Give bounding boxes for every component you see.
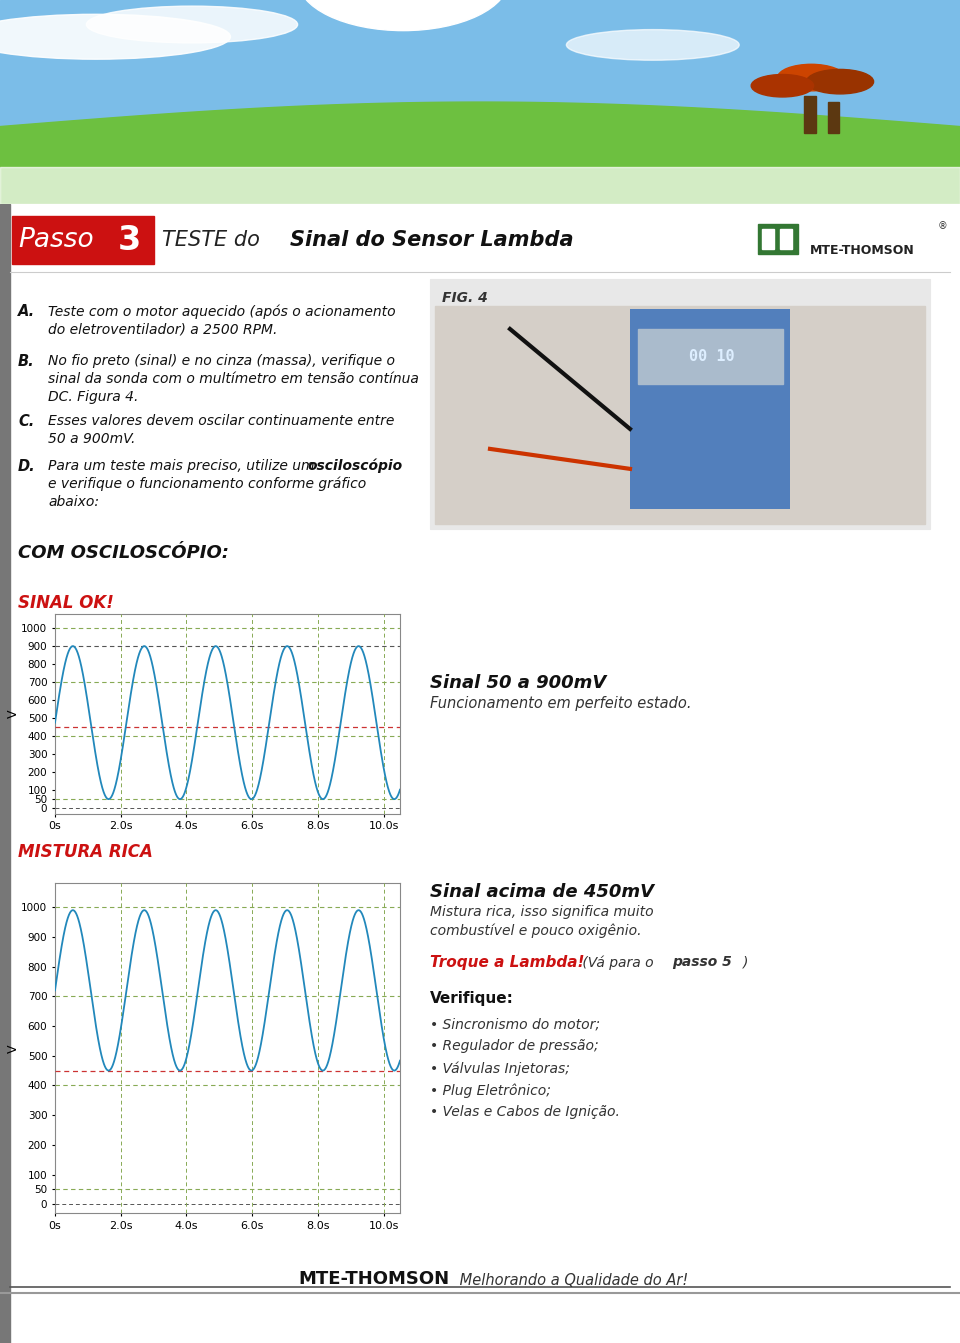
Ellipse shape (298, 0, 509, 31)
Text: e verifique o funcionamento conforme gráfico: e verifique o funcionamento conforme grá… (48, 477, 367, 492)
Bar (762, 230, 774, 248)
Text: • Plug Eletrônico;: • Plug Eletrônico; (430, 1084, 551, 1097)
Text: • Velas e Cabos de Ignição.: • Velas e Cabos de Ignição. (430, 1105, 620, 1119)
Bar (638, 329, 783, 384)
Text: 50 a 900mV.: 50 a 900mV. (48, 432, 135, 446)
Text: SINAL OK!: SINAL OK! (18, 594, 114, 612)
Text: do eletroventilador) a 2500 RPM.: do eletroventilador) a 2500 RPM. (48, 322, 277, 336)
Text: TESTE do: TESTE do (162, 230, 267, 250)
Ellipse shape (806, 70, 874, 94)
Text: • Regulador de pressão;: • Regulador de pressão; (430, 1039, 599, 1053)
Polygon shape (0, 102, 960, 204)
Text: 00 10: 00 10 (689, 349, 734, 364)
Bar (0, 168, 960, 204)
Ellipse shape (751, 74, 814, 97)
Text: A.: A. (18, 304, 36, 320)
Text: Funcionamento em perfeito estado.: Funcionamento em perfeito estado. (430, 696, 691, 710)
Text: osciloscópio: osciloscópio (307, 459, 402, 473)
Bar (804, 95, 816, 133)
Text: passo 5: passo 5 (672, 955, 732, 970)
Text: No fio preto (sinal) e no cinza (massa), verifique o: No fio preto (sinal) e no cinza (massa),… (48, 355, 395, 368)
Text: Para um teste mais preciso, utilize um: Para um teste mais preciso, utilize um (48, 459, 319, 473)
Text: ): ) (743, 955, 749, 970)
Bar (435, 306, 925, 524)
Y-axis label: V: V (7, 1044, 20, 1053)
Ellipse shape (86, 7, 298, 43)
Text: MTE-THOMSON: MTE-THOMSON (810, 244, 915, 257)
Text: sinal da sonda com o multímetro em tensão contínua: sinal da sonda com o multímetro em tensã… (48, 372, 419, 385)
Bar (0, 0, 960, 142)
Bar (780, 230, 792, 248)
Text: abaixo:: abaixo: (48, 494, 99, 509)
Ellipse shape (566, 30, 739, 60)
Text: (Vá para o: (Vá para o (578, 955, 658, 970)
Bar (12, 216, 154, 265)
Text: D.: D. (18, 459, 36, 474)
Text: C.: C. (18, 414, 35, 428)
Text: Sinal 50 a 900mV: Sinal 50 a 900mV (430, 674, 607, 692)
Text: • Sincronismo do motor;: • Sincronismo do motor; (430, 1018, 600, 1031)
Text: combustível e pouco oxigênio.: combustível e pouco oxigênio. (430, 924, 641, 937)
Y-axis label: V: V (7, 709, 20, 719)
Text: Troque a Lambda!: Troque a Lambda! (430, 955, 585, 971)
Bar (430, 279, 930, 529)
Text: Sinal acima de 450mV: Sinal acima de 450mV (430, 884, 654, 901)
Text: MISTURA RICA: MISTURA RICA (18, 843, 153, 861)
Text: Melhorando a Qualidade do Ar!: Melhorando a Qualidade do Ar! (455, 1273, 688, 1288)
Text: ®: ® (938, 222, 948, 231)
Bar (828, 102, 839, 133)
Text: Teste com o motor aquecido (após o acionamento: Teste com o motor aquecido (após o acion… (48, 304, 396, 318)
Ellipse shape (0, 15, 230, 59)
Text: Passo: Passo (18, 227, 94, 252)
Text: Verifique:: Verifique: (430, 991, 514, 1006)
Text: DC. Figura 4.: DC. Figura 4. (48, 389, 138, 404)
Bar (0, 204, 10, 1343)
Text: Esses valores devem oscilar continuamente entre: Esses valores devem oscilar continuament… (48, 414, 395, 428)
Text: Mistura rica, isso significa muito: Mistura rica, isso significa muito (430, 905, 654, 920)
Text: • Válvulas Injetoras;: • Válvulas Injetoras; (430, 1061, 570, 1076)
Bar (750, 210, 945, 273)
Text: Sinal do Sensor Lambda: Sinal do Sensor Lambda (290, 230, 574, 250)
Text: 3: 3 (118, 223, 141, 257)
Text: COM OSCILOSCÓPIO:: COM OSCILOSCÓPIO: (18, 544, 229, 561)
Bar (758, 224, 798, 254)
Text: MTE-THOMSON: MTE-THOMSON (299, 1270, 450, 1288)
Ellipse shape (778, 64, 845, 91)
Text: FIG. 4: FIG. 4 (442, 291, 488, 305)
Bar (630, 309, 790, 509)
Text: B.: B. (18, 355, 35, 369)
